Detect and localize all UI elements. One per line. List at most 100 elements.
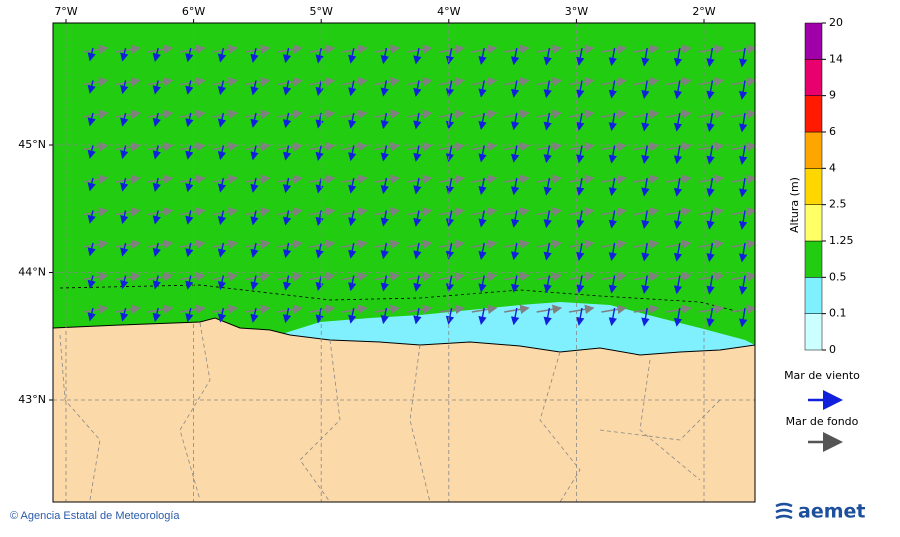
wind-sea-arrow: [282, 275, 292, 291]
wind-sea-arrow: [673, 177, 683, 197]
swell-arrow: [277, 207, 303, 217]
wind-sea-arrow: [250, 307, 259, 323]
wind-sea-arrow: [348, 210, 357, 227]
swell-arrow: [212, 239, 239, 250]
swell-arrow: [82, 109, 109, 120]
wind-sea-arrow: [478, 177, 487, 195]
lon-label: 3°W: [565, 5, 588, 18]
swell-arrow: [115, 142, 141, 152]
wind-sea-arrow: [641, 275, 650, 294]
wind-sea-arrow: [120, 210, 129, 225]
swell-arrow: [115, 207, 141, 217]
wind-sea-arrow: [641, 242, 650, 262]
wind-sea-arrow: [120, 275, 129, 290]
swell-arrow: [82, 207, 109, 217]
lon-label: 7°W: [54, 5, 77, 18]
wind-sea-arrow: [673, 210, 683, 230]
swell-arrow: [82, 239, 109, 250]
colorbar-tick-label: 9: [829, 89, 836, 102]
wind-sea-arrow: [445, 112, 455, 130]
lat-label: 45°N: [18, 138, 46, 151]
wind-sea-arrow: [380, 112, 389, 130]
wind-sea-arrow: [250, 275, 259, 291]
wind-sea-arrow: [706, 210, 715, 230]
wind-sea-arrow: [478, 112, 487, 130]
swell-arrow: [180, 142, 206, 152]
swell-arrow: [666, 142, 692, 152]
wind-sea-arrow: [217, 307, 227, 323]
lon-label: 5°W: [310, 5, 333, 18]
wind-sea-arrow: [576, 242, 585, 261]
wind-sea-arrow: [152, 307, 161, 322]
colorbar-bin: [804, 22, 823, 60]
swell-arrow: [633, 44, 660, 55]
swell-arrow: [342, 304, 368, 315]
wind-sea-arrow: [510, 145, 520, 163]
swell-arrow: [730, 272, 755, 282]
wind-sea-arrow: [185, 307, 194, 323]
swell-arrow: [180, 239, 206, 250]
wind-sea-arrow: [739, 210, 748, 230]
wind-sea-arrow: [120, 242, 129, 257]
colorbar-bin: [804, 59, 823, 96]
wind-sea-arrow: [87, 177, 96, 192]
swell-arrow: [309, 207, 336, 217]
colorbar-tick-label: 1.25: [829, 234, 854, 247]
colorbar-bin: [804, 168, 823, 205]
wind-sea-arrow: [739, 80, 748, 100]
wind-sea-arrow: [576, 47, 585, 66]
swell-arrow: [633, 174, 660, 185]
wind-sea-arrow: [706, 145, 715, 165]
wind-sea-arrow: [348, 47, 357, 64]
wind-sea-arrow: [315, 275, 324, 291]
wind-sea-arrow: [348, 242, 357, 259]
wind-sea-arrow: [282, 47, 292, 64]
wind-sea-arrow: [185, 275, 194, 290]
swell-arrow: [633, 239, 660, 250]
swell-arrow: [601, 142, 627, 152]
wind-sea-arrow: [478, 307, 487, 325]
wind-sea-arrow: [185, 47, 194, 63]
wind-sea-arrow: [348, 145, 357, 162]
swell-arrow: [82, 174, 109, 185]
wind-sea-arrow: [543, 47, 552, 66]
swell-arrow: [342, 142, 368, 152]
wind-sea-arrow: [87, 145, 96, 159]
swell-arrow: [309, 239, 336, 250]
wind-sea-arrow: [315, 242, 324, 259]
wind-sea-arrow: [706, 47, 715, 68]
wind-sea-arrow: [380, 275, 389, 292]
wind-sea-arrow: [120, 112, 129, 127]
logo: aemet: [775, 501, 865, 523]
swell-arrow: [633, 207, 660, 217]
swell-arrow: [82, 142, 109, 152]
wind-sea-arrow: [445, 275, 455, 293]
wind-sea-arrow: [413, 145, 422, 162]
swell-arrow: [115, 77, 141, 87]
wind-sea-arrow: [250, 80, 259, 96]
wind-sea-arrow: [608, 177, 617, 197]
swell-arrow: [147, 142, 174, 152]
wind-sea-arrow: [641, 80, 650, 99]
wind-sea-arrow: [87, 307, 96, 322]
colorbar-tick-label: 2.5: [829, 198, 847, 211]
wind-sea-arrow: [608, 47, 617, 67]
wind-sea-arrow: [217, 242, 227, 258]
swell-arrow: [309, 272, 336, 282]
wind-sea-arrow: [706, 275, 715, 295]
wind-sea-arrow: [739, 242, 748, 263]
swell-arrow: [244, 77, 271, 87]
swell-arrow: [666, 304, 692, 315]
wind-sea-arrow: [348, 177, 357, 194]
wind-sea-arrow: [739, 145, 748, 165]
swell-arrow: [115, 109, 141, 120]
swell-arrow: [115, 239, 141, 250]
swell-arrow: [82, 44, 109, 55]
wind-sea-arrow: [673, 275, 683, 295]
swell-arrow: [309, 304, 336, 315]
colorbar-bin: [804, 277, 823, 314]
swell-arrow: [212, 304, 239, 315]
swell-arrow: [342, 109, 368, 120]
wind-sea-arrow: [250, 177, 259, 193]
wind-sea-arrow: [608, 307, 617, 327]
